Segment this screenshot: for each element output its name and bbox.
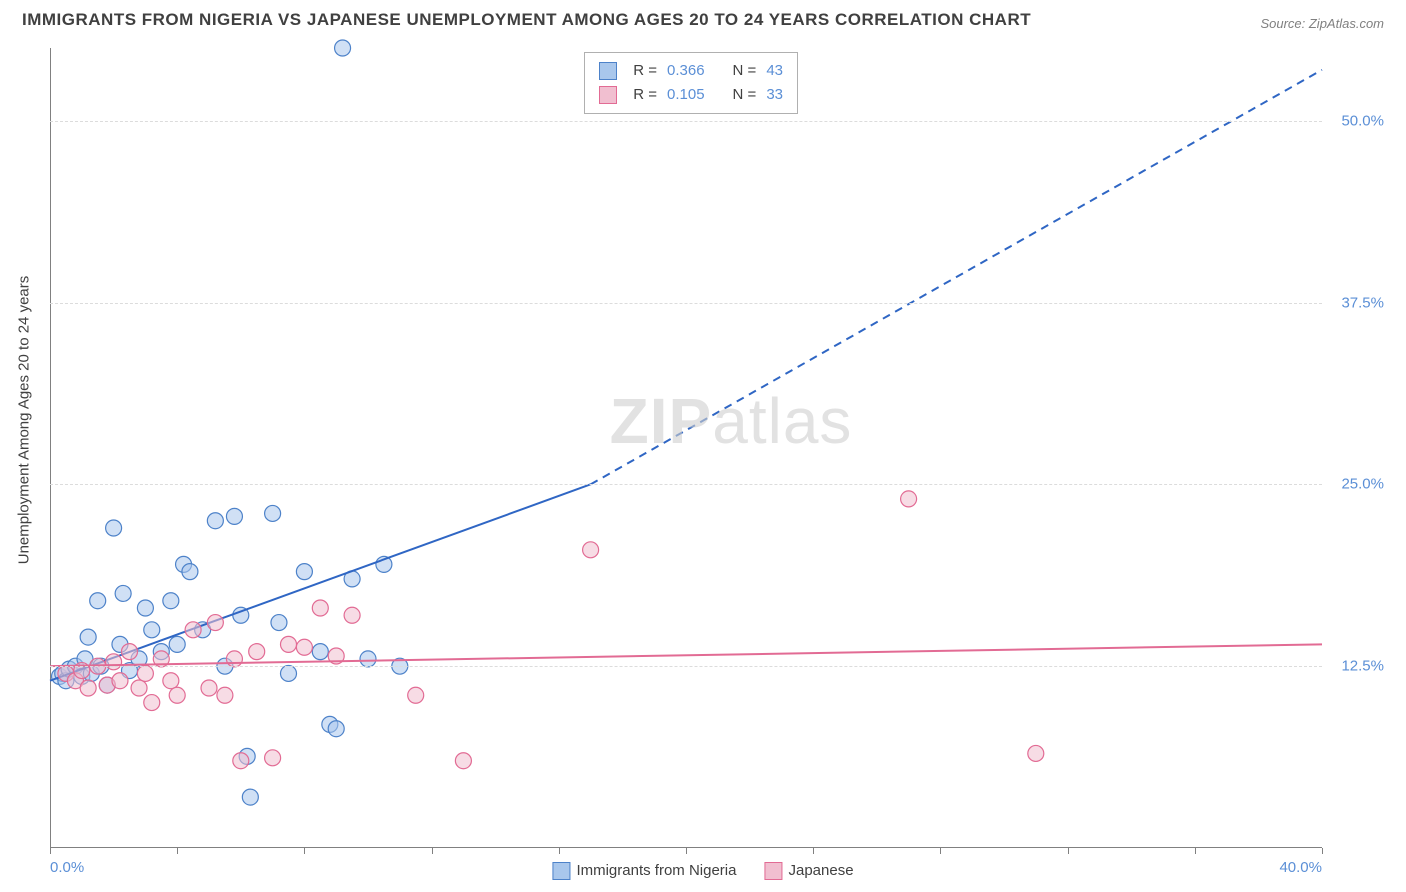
data-point — [312, 644, 328, 660]
data-point — [344, 607, 360, 623]
gridline — [50, 121, 1322, 122]
data-point — [226, 508, 242, 524]
plot-area: 0.0% 40.0% R =0.366N =43R =0.105N =33 ZI… — [50, 48, 1322, 848]
data-point — [583, 542, 599, 558]
data-point — [90, 593, 106, 609]
y-tick-label: 37.5% — [1328, 294, 1384, 311]
data-point — [131, 680, 147, 696]
legend-swatch — [599, 62, 617, 80]
data-point — [249, 644, 265, 660]
source-attribution: Source: ZipAtlas.com — [1260, 16, 1384, 31]
y-tick-label: 25.0% — [1328, 476, 1384, 493]
r-value: 0.105 — [667, 83, 705, 107]
data-point — [80, 629, 96, 645]
legend-swatch — [764, 862, 782, 880]
data-point — [328, 721, 344, 737]
legend-row: R = 0.366 N = 43 — [599, 59, 783, 83]
x-tick — [686, 848, 687, 854]
data-point — [312, 600, 328, 616]
y-tick-label: 12.5% — [1328, 658, 1384, 675]
legend-item: Japanese — [764, 862, 853, 880]
correlation-legend: R = 0.366 N = 43 R = 0.105 N = 33 — [584, 52, 798, 114]
x-axis-min-label: 0.0% — [50, 859, 84, 876]
data-point — [281, 665, 297, 681]
data-point — [207, 513, 223, 529]
x-tick — [50, 848, 51, 854]
trend-line-extrapolated — [591, 70, 1322, 485]
r-label: R = — [633, 83, 657, 107]
legend-swatch — [552, 862, 570, 880]
series-legend: Immigrants from Nigeria Japanese — [552, 862, 853, 880]
x-tick — [432, 848, 433, 854]
y-tick-label: 50.0% — [1328, 112, 1384, 129]
data-point — [335, 40, 351, 56]
data-point — [122, 644, 138, 660]
data-point — [455, 753, 471, 769]
data-point — [163, 593, 179, 609]
x-tick — [1068, 848, 1069, 854]
data-point — [106, 520, 122, 536]
data-point — [144, 695, 160, 711]
data-point — [112, 673, 128, 689]
r-value: 0.366 — [667, 59, 705, 83]
data-point — [226, 651, 242, 667]
legend-label: Japanese — [788, 862, 853, 879]
gridline — [50, 484, 1322, 485]
data-point — [296, 564, 312, 580]
legend-row: R = 0.105 N = 33 — [599, 83, 783, 107]
data-point — [169, 687, 185, 703]
n-label: N = — [733, 83, 757, 107]
data-point — [901, 491, 917, 507]
data-point — [169, 636, 185, 652]
data-point — [265, 750, 281, 766]
gridline — [50, 666, 1322, 667]
x-tick — [940, 848, 941, 854]
x-tick — [1322, 848, 1323, 854]
legend-swatch — [599, 86, 617, 104]
r-label: R = — [633, 59, 657, 83]
data-point — [115, 585, 131, 601]
n-value: 43 — [766, 59, 783, 83]
data-point — [182, 564, 198, 580]
data-point — [137, 665, 153, 681]
scatter-svg — [50, 48, 1322, 848]
legend-label: Immigrants from Nigeria — [576, 862, 736, 879]
data-point — [296, 639, 312, 655]
data-point — [408, 687, 424, 703]
data-point — [80, 680, 96, 696]
x-tick — [813, 848, 814, 854]
data-point — [360, 651, 376, 667]
data-point — [137, 600, 153, 616]
n-label: N = — [733, 59, 757, 83]
data-point — [201, 680, 217, 696]
data-point — [163, 673, 179, 689]
data-point — [233, 753, 249, 769]
data-point — [144, 622, 160, 638]
data-point — [281, 636, 297, 652]
data-point — [242, 789, 258, 805]
y-axis-label: Unemployment Among Ages 20 to 24 years — [16, 276, 33, 565]
data-point — [1028, 745, 1044, 761]
data-point — [106, 654, 122, 670]
data-point — [271, 615, 287, 631]
x-axis-max-label: 40.0% — [1279, 859, 1322, 876]
legend-item: Immigrants from Nigeria — [552, 862, 736, 880]
gridline — [50, 303, 1322, 304]
data-point — [265, 505, 281, 521]
n-value: 33 — [766, 83, 783, 107]
x-tick — [304, 848, 305, 854]
data-point — [217, 687, 233, 703]
x-tick — [559, 848, 560, 854]
data-point — [207, 615, 223, 631]
data-point — [185, 622, 201, 638]
x-tick — [1195, 848, 1196, 854]
chart-title: IMMIGRANTS FROM NIGERIA VS JAPANESE UNEM… — [22, 10, 1031, 30]
x-tick — [177, 848, 178, 854]
